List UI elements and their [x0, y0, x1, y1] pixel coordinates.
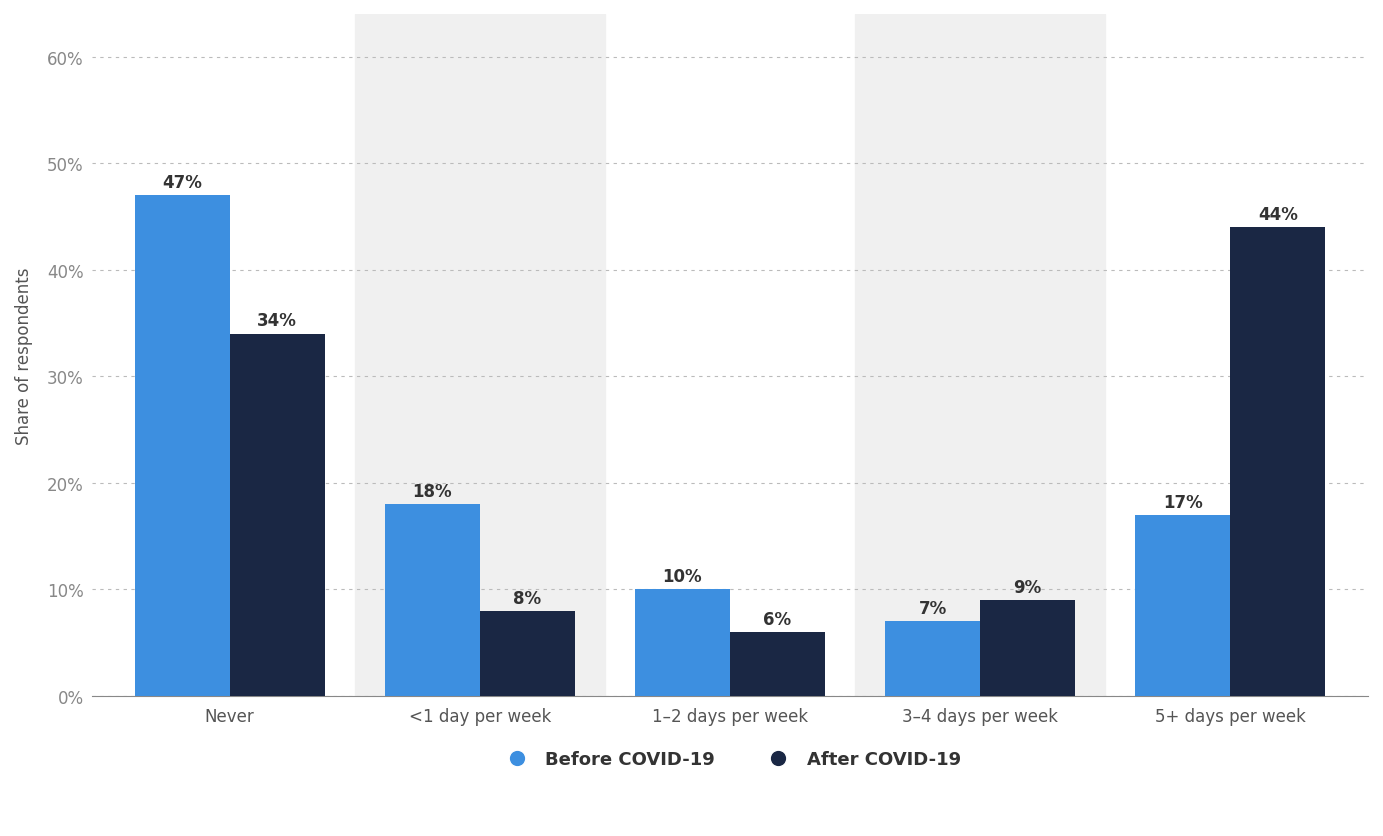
Bar [134, 196, 230, 696]
Text: 18%: 18% [412, 482, 452, 500]
Bar [981, 600, 1075, 696]
Bar [230, 334, 325, 696]
Bar [635, 589, 730, 696]
Text: 47%: 47% [162, 174, 202, 191]
Text: 10%: 10% [662, 568, 703, 585]
Bar [1135, 515, 1231, 696]
Text: 34%: 34% [257, 312, 297, 330]
Bar [480, 611, 575, 696]
Text: 8%: 8% [513, 589, 541, 607]
Text: 6%: 6% [763, 610, 791, 628]
Bar [1231, 228, 1325, 696]
Y-axis label: Share of respondents: Share of respondents [15, 267, 33, 444]
Text: 9%: 9% [1014, 579, 1041, 596]
Text: 44%: 44% [1259, 206, 1297, 223]
Bar [855, 15, 1105, 696]
Text: 7%: 7% [918, 599, 947, 618]
Legend: Before COVID-19, After COVID-19: Before COVID-19, After COVID-19 [491, 743, 968, 776]
Bar [730, 632, 826, 696]
Bar [354, 15, 604, 696]
Text: 17%: 17% [1163, 493, 1203, 511]
Bar [885, 622, 981, 696]
Bar [384, 505, 480, 696]
